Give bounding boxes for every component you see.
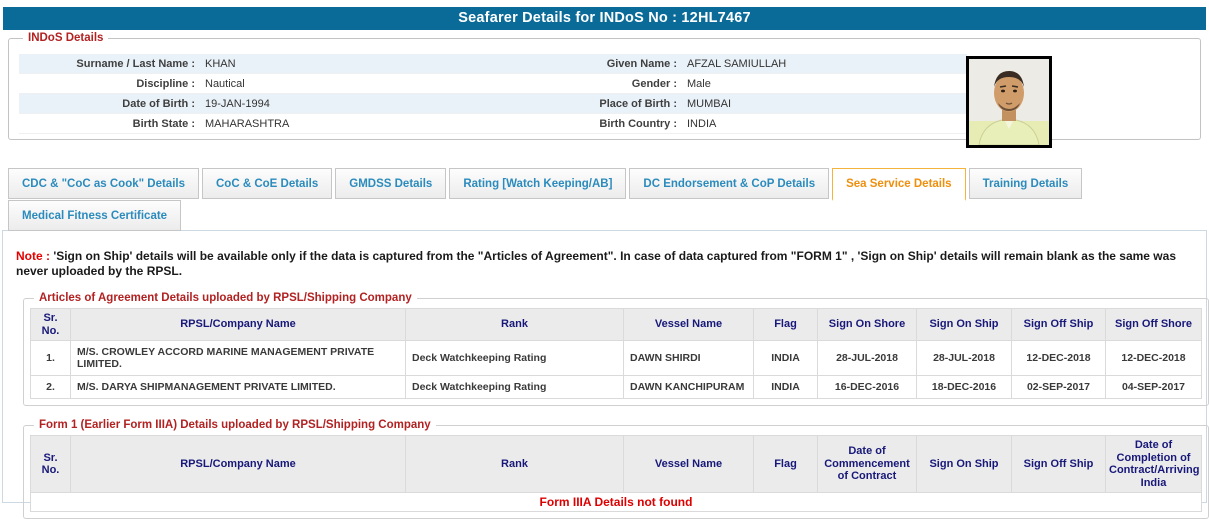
form1-section: Form 1 (Earlier Form IIIA) Details uploa… xyxy=(23,419,1209,519)
birth-state-value: MAHARASHTRA xyxy=(205,118,290,130)
form1-legend: Form 1 (Earlier Form IIIA) Details uploa… xyxy=(39,419,431,431)
cell-sign-on-shore: 28-JUL-2018 xyxy=(817,340,917,376)
col-flag: Flag xyxy=(753,435,818,493)
col-sign-off-ship: Sign Off Ship xyxy=(1011,308,1106,341)
col-vessel: Vessel Name xyxy=(623,435,754,493)
cell-rank: Deck Watchkeeping Rating xyxy=(405,375,624,399)
birth-country-label: Birth Country : xyxy=(599,118,677,130)
gender-value: Male xyxy=(687,78,711,90)
indos-details-legend: INDoS Details xyxy=(28,32,104,44)
indos-details-section: INDoS Details Surname / Last Name : KHAN… xyxy=(8,32,1201,148)
sign-on-ship-note: Note : 'Sign on Ship' details will be av… xyxy=(16,249,1196,279)
cell-sign-off-shore: 04-SEP-2017 xyxy=(1105,375,1202,399)
seafarer-photo xyxy=(966,56,1052,148)
date-of-birth-label: Date of Birth : xyxy=(122,98,195,110)
form-iiia-not-found-message: Form IIIA Details not found xyxy=(30,492,1202,512)
col-sign-on-ship: Sign On Ship xyxy=(916,308,1012,341)
note-prefix: Note : xyxy=(16,249,50,263)
table-row: 2. M/S. DARYA SHIPMANAGEMENT PRIVATE LIM… xyxy=(30,375,1202,399)
cell-sr: 1. xyxy=(30,340,71,376)
empty-row: Form IIIA Details not found xyxy=(30,492,1202,512)
cell-sign-on-ship: 28-JUL-2018 xyxy=(916,340,1012,376)
tab-medical-fitness-certificate[interactable]: Medical Fitness Certificate xyxy=(8,200,182,231)
place-of-birth-label: Place of Birth : xyxy=(599,98,677,110)
articles-header-row: Sr. No. RPSL/Company Name Rank Vessel Na… xyxy=(30,308,1202,341)
indos-row-birth: Date of Birth : 19-JAN-1994 Place of Bir… xyxy=(19,94,967,114)
articles-legend: Articles of Agreement Details uploaded b… xyxy=(39,292,412,304)
indos-row-state-country: Birth State : MAHARASHTRA Birth Country … xyxy=(19,114,967,134)
col-date-commencement: Date of Commencement of Contract xyxy=(817,435,917,493)
articles-table: Sr. No. RPSL/Company Name Rank Vessel Na… xyxy=(30,308,1202,399)
tab-cdc-coc-as-cook-details[interactable]: CDC & "CoC as Cook" Details xyxy=(8,168,199,199)
indos-row-name: Surname / Last Name : KHAN Given Name : … xyxy=(19,54,967,74)
tab-gmdss-details[interactable]: GMDSS Details xyxy=(335,168,447,199)
given-name-label: Given Name : xyxy=(606,58,677,70)
col-flag: Flag xyxy=(753,308,818,341)
cell-sign-on-ship: 18-DEC-2016 xyxy=(916,375,1012,399)
form1-table: Sr. No. RPSL/Company Name Rank Vessel Na… xyxy=(30,435,1202,512)
cell-flag: INDIA xyxy=(753,340,818,376)
given-name-value: AFZAL SAMIULLAH xyxy=(687,58,787,70)
col-vessel: Vessel Name xyxy=(623,308,754,341)
indos-details-rows: Surname / Last Name : KHAN Given Name : … xyxy=(19,54,967,134)
surname-label: Surname / Last Name : xyxy=(76,58,195,70)
note-text: 'Sign on Ship' details will be available… xyxy=(16,249,1176,278)
tab-sea-service-details[interactable]: Sea Service Details xyxy=(832,168,966,201)
cell-flag: INDIA xyxy=(753,375,818,399)
discipline-value: Nautical xyxy=(205,78,245,90)
tab-dc-endorsement-cop-details[interactable]: DC Endorsement & CoP Details xyxy=(629,168,830,199)
cell-vessel: DAWN SHIRDI xyxy=(623,340,754,376)
col-sign-off-shore: Sign Off Shore xyxy=(1105,308,1202,341)
form1-header-row: Sr. No. RPSL/Company Name Rank Vessel Na… xyxy=(30,435,1202,493)
cell-sign-on-shore: 16-DEC-2016 xyxy=(817,375,917,399)
page-title: Seafarer Details for INDoS No : 12HL7467 xyxy=(3,7,1206,30)
col-company: RPSL/Company Name xyxy=(70,435,406,493)
tab-bar: CDC & "CoC as Cook" Details CoC & CoE Det… xyxy=(8,168,1209,231)
date-of-birth-value: 19-JAN-1994 xyxy=(205,98,270,110)
col-date-completion: Date of Completion of Contract/Arriving … xyxy=(1105,435,1202,493)
tab-rating-watch-keeping-ab[interactable]: Rating [Watch Keeping/AB] xyxy=(449,168,627,199)
col-sign-on-ship: Sign On Ship xyxy=(916,435,1012,493)
col-rank: Rank xyxy=(405,435,624,493)
sea-service-details-panel: Note : 'Sign on Ship' details will be av… xyxy=(2,230,1209,519)
col-company: RPSL/Company Name xyxy=(70,308,406,341)
cell-sign-off-ship: 12-DEC-2018 xyxy=(1011,340,1106,376)
tab-coc-coe-details[interactable]: CoC & CoE Details xyxy=(202,168,333,199)
birth-country-value: INDIA xyxy=(687,118,717,130)
cell-sign-off-shore: 12-DEC-2018 xyxy=(1105,340,1202,376)
birth-state-label: Birth State : xyxy=(132,118,195,130)
table-row: 1. M/S. CROWLEY ACCORD MARINE MANAGEMENT… xyxy=(30,340,1202,376)
tab-training-details[interactable]: Training Details xyxy=(968,168,1083,199)
cell-rank: Deck Watchkeeping Rating xyxy=(405,340,624,376)
gender-label: Gender : xyxy=(631,78,677,90)
col-rank: Rank xyxy=(405,308,624,341)
col-sign-off-ship: Sign Off Ship xyxy=(1011,435,1106,493)
indos-row-discipline: Discipline : Nautical Gender : Male xyxy=(19,74,967,94)
cell-company: M/S. CROWLEY ACCORD MARINE MANAGEMENT PR… xyxy=(70,340,406,376)
col-sign-on-shore: Sign On Shore xyxy=(817,308,917,341)
cell-sign-off-ship: 02-SEP-2017 xyxy=(1011,375,1106,399)
cell-sr: 2. xyxy=(30,375,71,399)
surname-value: KHAN xyxy=(205,58,236,70)
col-sr-no: Sr. No. xyxy=(30,435,71,493)
cell-vessel: DAWN KANCHIPURAM xyxy=(623,375,754,399)
articles-of-agreement-section: Articles of Agreement Details uploaded b… xyxy=(23,292,1209,406)
cell-company: M/S. DARYA SHIPMANAGEMENT PRIVATE LIMITE… xyxy=(70,375,406,399)
seafarer-details-page: Seafarer Details for INDoS No : 12HL7467… xyxy=(0,7,1209,519)
place-of-birth-value: MUMBAI xyxy=(687,98,731,110)
discipline-label: Discipline : xyxy=(136,78,195,90)
col-sr-no: Sr. No. xyxy=(30,308,71,341)
